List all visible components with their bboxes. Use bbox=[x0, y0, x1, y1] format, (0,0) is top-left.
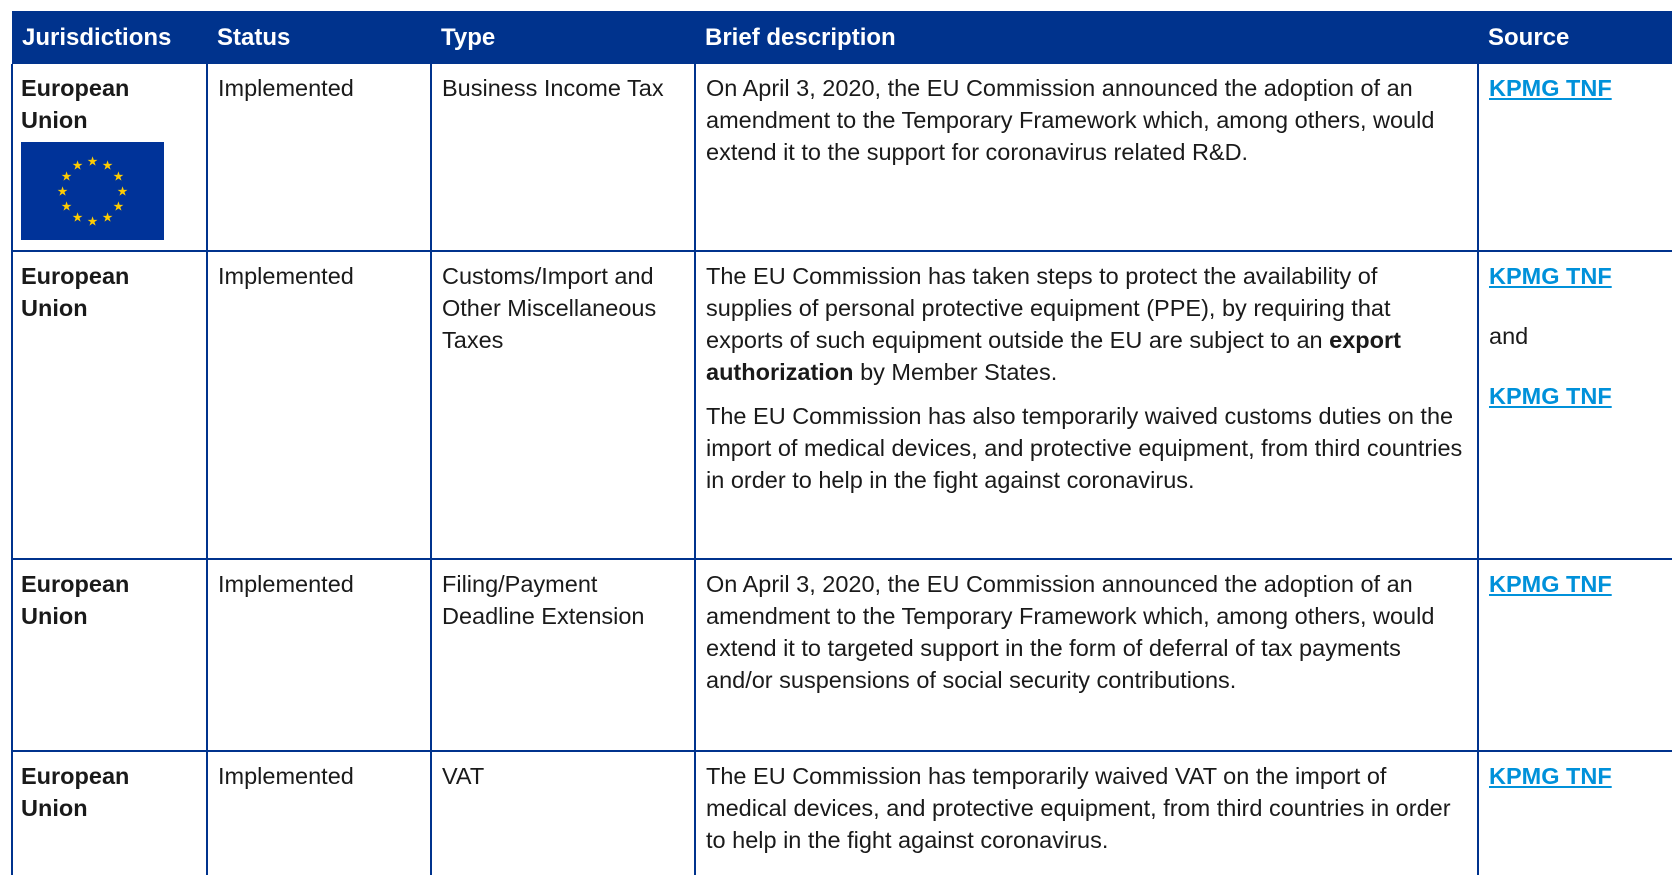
status-cell: Implemented bbox=[206, 64, 431, 252]
svg-text:★: ★ bbox=[73, 160, 83, 172]
source-cell: KPMG TNF and KPMG TNF bbox=[1477, 251, 1672, 560]
table-row: European Union Implemented Customs/Import … bbox=[11, 251, 1672, 560]
table-row: European Union Implemented VAT The EU Commi… bbox=[11, 751, 1672, 875]
source-item: KPMG TNF bbox=[1489, 568, 1663, 600]
text: The EU Commission has temporarily waived… bbox=[706, 763, 1451, 853]
status: Implemented bbox=[218, 571, 354, 597]
column-header: Source bbox=[1478, 11, 1672, 64]
jurisdiction: European Union bbox=[21, 571, 130, 629]
source-link[interactable]: KPMG TNF bbox=[1489, 571, 1612, 597]
paragraph: The EU Commission has temporarily waived… bbox=[706, 760, 1467, 856]
type: VAT bbox=[442, 763, 485, 789]
svg-text:★: ★ bbox=[73, 212, 83, 224]
source-link[interactable]: KPMG TNF bbox=[1489, 263, 1612, 289]
source-text: and bbox=[1489, 323, 1529, 349]
jurisdiction-cell: European Union bbox=[11, 751, 207, 875]
jurisdiction: European Union bbox=[21, 263, 130, 321]
jurisdiction-cell: European Union ★ ★ ★ ★ ★ ★ ★ ★ ★ ★ ★ ★ bbox=[11, 64, 207, 252]
type: Customs/Import and Other Miscellaneous T… bbox=[442, 263, 657, 353]
description-cell: On April 3, 2020, the EU Commission anno… bbox=[694, 64, 1478, 252]
status: Implemented bbox=[218, 263, 354, 289]
eu-flag: ★ ★★★★★★★★★★★ bbox=[21, 142, 164, 240]
status-cell: Implemented bbox=[206, 559, 431, 752]
source-item: KPMG TNF bbox=[1489, 380, 1663, 412]
source-item: KPMG TNF bbox=[1489, 760, 1663, 792]
page: Jurisdictions Status Type Brief description… bbox=[11, 11, 1672, 875]
status-cell: Implemented bbox=[206, 251, 431, 560]
jurisdiction-cell: European Union bbox=[11, 559, 207, 752]
description-cell: The EU Commission has taken steps to pro… bbox=[694, 251, 1478, 560]
column-header: Status bbox=[207, 11, 431, 64]
status: Implemented bbox=[218, 763, 354, 789]
description-cell: The EU Commission has temporarily waived… bbox=[694, 751, 1478, 875]
jurisdiction: European Union bbox=[21, 75, 130, 133]
jurisdiction-cell: European Union bbox=[11, 251, 207, 560]
text: by Member States. bbox=[860, 359, 1058, 385]
svg-text:★: ★ bbox=[88, 216, 98, 228]
measures-table: Jurisdictions Status Type Brief description… bbox=[11, 11, 1672, 875]
type: Business Income Tax bbox=[442, 75, 664, 101]
type-cell: VAT bbox=[430, 751, 695, 875]
table-row: European Union Implemented Filing/Payment … bbox=[11, 559, 1672, 752]
text: On April 3, 2020, the EU Commission anno… bbox=[706, 571, 1435, 693]
svg-text:★: ★ bbox=[103, 160, 113, 172]
type-cell: Filing/Payment Deadline Extension bbox=[430, 559, 695, 752]
text: The EU Commission has also temporarily w… bbox=[706, 403, 1463, 493]
source-link[interactable]: KPMG TNF bbox=[1489, 75, 1612, 101]
source-cell: KPMG TNF bbox=[1477, 751, 1672, 875]
paragraph: The EU Commission has taken steps to pro… bbox=[706, 260, 1467, 388]
type-cell: Customs/Import and Other Miscellaneous T… bbox=[430, 251, 695, 560]
status: Implemented bbox=[218, 75, 354, 101]
source-item: and bbox=[1489, 320, 1663, 352]
svg-text:★: ★ bbox=[103, 212, 113, 224]
svg-text:★: ★ bbox=[62, 171, 72, 183]
source-cell: KPMG TNF bbox=[1477, 64, 1672, 252]
source-cell: KPMG TNF bbox=[1477, 559, 1672, 752]
type: Filing/Payment Deadline Extension bbox=[442, 571, 645, 629]
status-cell: Implemented bbox=[206, 751, 431, 875]
column-header: Jurisdictions bbox=[12, 11, 207, 64]
table-row: European Union ★ ★ ★ ★ ★ ★ ★ ★ ★ ★ ★ ★ Implemented Bus… bbox=[11, 64, 1672, 252]
column-header: Brief description bbox=[695, 11, 1478, 64]
source-link[interactable]: KPMG TNF bbox=[1489, 763, 1612, 789]
bold-text: export authorization bbox=[706, 327, 1401, 385]
source-link[interactable]: KPMG TNF bbox=[1489, 383, 1612, 409]
text: The EU Commission has taken steps to pro… bbox=[706, 263, 1391, 353]
svg-text:★: ★ bbox=[58, 186, 68, 198]
svg-text:★: ★ bbox=[114, 171, 124, 183]
header-row: Jurisdictions Status Type Brief description… bbox=[12, 11, 1672, 64]
column-header: Type bbox=[431, 11, 695, 64]
paragraph: On April 3, 2020, the EU Commission anno… bbox=[706, 568, 1467, 696]
svg-text:★: ★ bbox=[62, 201, 72, 213]
svg-text:★: ★ bbox=[88, 156, 98, 168]
paragraph: On April 3, 2020, the EU Commission anno… bbox=[706, 72, 1467, 168]
description-cell: On April 3, 2020, the EU Commission anno… bbox=[694, 559, 1478, 752]
source-item: KPMG TNF bbox=[1489, 72, 1663, 104]
text: On April 3, 2020, the EU Commission anno… bbox=[706, 75, 1435, 165]
source-item: KPMG TNF bbox=[1489, 260, 1663, 292]
svg-text:★: ★ bbox=[114, 201, 124, 213]
svg-text:★: ★ bbox=[118, 186, 128, 198]
paragraph: The EU Commission has also temporarily w… bbox=[706, 400, 1467, 496]
type-cell: Business Income Tax bbox=[430, 64, 695, 252]
jurisdiction: European Union bbox=[21, 763, 130, 821]
